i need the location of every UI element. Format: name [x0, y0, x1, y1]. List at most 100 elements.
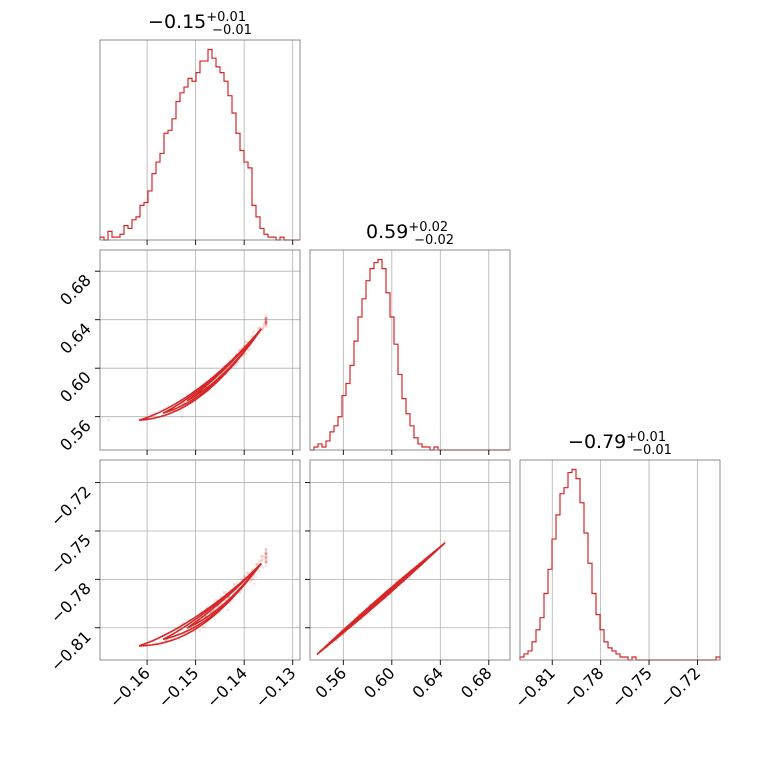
- scatter-p2-vs-p1-y-tick-label-1: 0.60: [56, 368, 95, 407]
- scatter-p2-vs-p1-y-tick-label-2: 0.64: [56, 319, 95, 358]
- scatter-p3-vs-p1-point: [254, 563, 258, 566]
- scatter-p2-vs-p1-point: [264, 323, 268, 327]
- scatter-p2-vs-p1-point: [262, 322, 266, 326]
- scatter-p3-vs-p1-point: [223, 599, 226, 603]
- scatter-p2-vs-p1-point: [150, 412, 154, 416]
- hist-p3-x-tick-label-2: −0.75: [608, 663, 656, 711]
- hist-p1-title-plus: +0.01: [206, 10, 246, 25]
- scatter-p3-vs-p1-point: [250, 568, 254, 571]
- hist-p2-x-grid: [342, 250, 490, 450]
- scatter-p3-vs-p1-y-tick-label-3: −0.72: [47, 482, 95, 530]
- scatter-p3-vs-p2-contour-0: [351, 572, 411, 625]
- scatter-p2-vs-p1-point: [264, 313, 268, 317]
- scatter-p3-vs-p2-frame: [309, 459, 511, 661]
- scatter-p3-vs-p1-points: [151, 547, 268, 646]
- scatter-p3-vs-p1-point: [256, 562, 260, 566]
- scatter-p3-vs-p1-point: [264, 556, 268, 559]
- hist-p3-x-tick-label-0: −0.81: [511, 663, 559, 711]
- scatter-p3-vs-p1-point: [243, 574, 247, 578]
- scatter-p3-vs-p1-point: [264, 559, 268, 563]
- hist-p1-title-median: −0.15: [148, 11, 206, 33]
- scatter-p2-vs-p1-point: [261, 329, 264, 332]
- scatter-p2-vs-p1-point: [264, 321, 268, 325]
- scatter-p3-vs-p1-point: [198, 629, 202, 632]
- scatter-p3-vs-p1-contour-2: [138, 562, 262, 647]
- hist-p3-x-tick-label-1: −0.78: [559, 663, 607, 711]
- scatter-p3-vs-p1-point: [264, 552, 268, 556]
- scatter-p2-vs-p1-point: [264, 319, 268, 323]
- scatter-p3-vs-p1-y-tick-label-2: −0.75: [47, 530, 95, 578]
- scatter-p3-vs-p1-point: [214, 598, 217, 602]
- scatter-p3-vs-p2-point: [368, 612, 372, 616]
- scatter-p3-vs-p1-x-tick-label-0: −0.16: [106, 663, 154, 711]
- scatter-p3-vs-p1-point: [264, 555, 268, 559]
- scatter-p3-vs-p1-point: [225, 608, 229, 612]
- scatter-p2-vs-p1-y-grid: [100, 270, 300, 418]
- scatter-p3-vs-p1-x-tick-label-2: −0.14: [203, 663, 251, 711]
- scatter-p2-vs-p1-point: [264, 321, 268, 325]
- scatter-p3-vs-p1-point: [249, 578, 253, 582]
- scatter-p3-vs-p1-frame: [99, 459, 301, 661]
- scatter-p3-vs-p1-y-tick-label-1: −0.78: [47, 579, 95, 627]
- hist-p1-title: −0.15+0.01 −0.01: [148, 10, 252, 38]
- scatter-p3-vs-p1-point: [232, 582, 236, 586]
- scatter-p3-vs-p1-point: [264, 555, 268, 559]
- scatter-p3-vs-p2-point: [443, 539, 447, 543]
- scatter-p2-vs-p1-point: [264, 320, 268, 324]
- scatter-p3-vs-p2-x-tick-label-2: 0.64: [409, 663, 448, 702]
- scatter-p2-vs-p1-point: [257, 326, 260, 330]
- scatter-p3-vs-p1-point: [222, 590, 226, 594]
- scatter-p2-vs-p1-point: [180, 415, 184, 419]
- scatter-p2-vs-p1-point: [264, 317, 268, 321]
- hist-p2-steps: [310, 258, 510, 451]
- scatter-p3-vs-p1-point: [177, 638, 181, 641]
- scatter-p3-vs-p1-point: [264, 547, 268, 551]
- scatter-p3-vs-p1-point: [259, 554, 263, 558]
- scatter-p3-vs-p2-contour-2: [316, 542, 446, 656]
- scatter-p3-vs-p1-y-grid: [100, 482, 300, 629]
- scatter-p3-vs-p1-point: [264, 556, 268, 559]
- scatter-p3-vs-p1-point: [255, 562, 259, 566]
- hist-p3-frame: [519, 459, 721, 661]
- scatter-p2-vs-p1-point: [261, 327, 265, 331]
- scatter-p3-vs-p1-point: [264, 564, 268, 568]
- hist-p3-x-grid: [551, 460, 698, 660]
- scatter-p3-vs-p1-point: [254, 575, 258, 579]
- scatter-p3-vs-p1-point: [264, 551, 268, 555]
- scatter-p3-vs-p1-point: [264, 557, 268, 561]
- scatter-p3-vs-p1-point: [264, 560, 268, 564]
- scatter-p3-vs-p1-point: [257, 569, 261, 572]
- scatter-p3-vs-p1-point: [260, 557, 264, 561]
- scatter-p3-vs-p1-point: [240, 578, 244, 581]
- scatter-p3-vs-p2-y-grid: [310, 482, 510, 629]
- scatter-p3-vs-p1-point: [248, 579, 252, 583]
- scatter-p3-vs-p1-point: [250, 578, 254, 581]
- scatter-p3-vs-p1-point: [151, 641, 155, 644]
- scatter-p2-vs-p1-point: [258, 326, 262, 329]
- hist-p1-steps: [99, 48, 300, 241]
- scatter-p3-vs-p1-point: [264, 552, 268, 556]
- scatter-p3-vs-p1-point: [257, 559, 261, 563]
- scatter-p3-vs-p1-point: [264, 561, 268, 565]
- scatter-p2-vs-p1-point: [264, 316, 268, 320]
- scatter-p3-vs-p1-point: [264, 552, 268, 556]
- scatter-p3-vs-p2-x-grid: [342, 460, 490, 660]
- scatter-p3-vs-p1-point: [247, 571, 251, 574]
- scatter-p3-vs-p1-point: [232, 583, 236, 587]
- scatter-p3-vs-p1-point: [264, 551, 268, 555]
- hist-p3-title: −0.79+0.01 −0.01: [568, 430, 672, 458]
- scatter-p2-vs-p1-point: [264, 320, 268, 324]
- scatter-p3-vs-p1-point: [264, 561, 268, 565]
- scatter-p3-vs-p1-point: [264, 548, 268, 552]
- scatter-p2-vs-p1-point: [264, 320, 268, 324]
- scatter-p2-vs-p1-point: [261, 326, 265, 329]
- scatter-p3-vs-p1-point: [261, 566, 265, 569]
- scatter-p3-vs-p1-point: [223, 591, 227, 595]
- scatter-p3-vs-p1-point: [251, 576, 254, 580]
- scatter-p3-vs-p1-point: [264, 550, 268, 554]
- scatter-p2-vs-p1-y-tick-label-3: 0.68: [56, 271, 95, 310]
- scatter-p2-vs-p1-point: [264, 325, 268, 329]
- scatter-p3-vs-p1-point: [238, 591, 242, 594]
- scatter-p2-vs-p1-y-tick-label-0: 0.56: [56, 416, 95, 455]
